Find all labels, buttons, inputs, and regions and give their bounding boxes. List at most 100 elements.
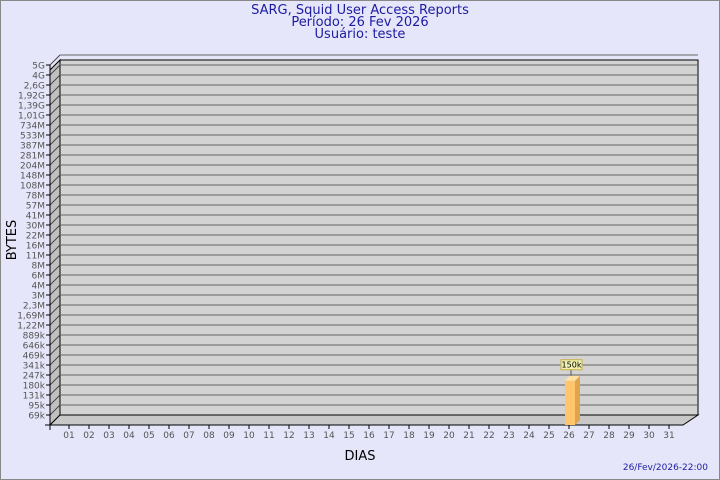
x-tick-label: 30 [643,431,655,441]
x-tick-label: 07 [183,431,194,441]
y-tick-label: 30M [26,222,45,232]
x-tick-label: 15 [343,431,354,441]
chart-title: SARG, Squid User Access Reports [251,3,469,18]
plot-back-wall [59,59,699,416]
grid-line-side [49,74,61,86]
x-tick-label: 27 [583,431,594,441]
bar-label-box [560,359,583,371]
x-tick-label: 02 [83,431,94,441]
y-tick-label: 16M [26,242,45,252]
y-tick-label: 95k [28,402,45,412]
y-tick-label: 469k [23,352,46,362]
grid-line-side [49,254,61,266]
x-tick-label: 01 [63,431,74,441]
y-tick-label: 281M [20,152,45,162]
y-tick-label: 646k [23,342,46,352]
y-tick-label: 2,3M [23,302,45,312]
x-tick-label: 24 [523,431,535,441]
y-tick-label: 2,6G [24,82,45,92]
x-tick-label: 10 [243,431,255,441]
grid-line-side [49,394,61,406]
bar-top-26 [565,375,580,381]
grid-line-side [49,244,61,256]
y-tick-label: 204M [20,162,45,172]
y-tick-label: 41M [26,212,45,222]
grid-line-side [49,124,61,136]
plot-floor [48,414,700,426]
y-tick-label: 148M [20,172,45,182]
x-tick-label: 05 [143,431,154,441]
grid-line-side [49,224,61,236]
y-tick-label: 1,22M [17,322,45,332]
y-tick-label: 22M [26,232,45,242]
x-tick-label: 25 [543,431,554,441]
grid-line-side [49,404,61,416]
y-tick-label: 180k [23,382,46,392]
y-tick-label: 1,39G [18,102,45,112]
grid-line-side [49,304,61,316]
y-tick-label: 69k [28,412,45,422]
grid-line-side [49,284,61,296]
y-tick-label: 78M [26,192,45,202]
y-tick-label: 1,01G [18,112,45,122]
grid-line-side [49,94,61,106]
grid-line-side [49,184,61,196]
x-tick-label: 03 [103,431,114,441]
grid-line-side [49,234,61,246]
y-tick-label: 889k [23,332,46,342]
y-tick-label: 6M [32,272,46,282]
x-tick-label: 04 [123,431,135,441]
y-tick-label: 734M [20,122,45,132]
grid-line-side [49,204,61,216]
grid-line-side [49,274,61,286]
chart-period: Período: 26 Fev 2026 [291,15,429,30]
grid-line-side [49,114,61,126]
x-tick-label: 20 [443,431,455,441]
x-tick-label: 17 [383,431,394,441]
grid-line-side [49,164,61,176]
y-tick-label: 1,69M [17,312,45,322]
grid-line-side [49,344,61,356]
y-axis-label: BYTES [5,220,20,261]
grid-line-side [49,64,61,76]
x-tick-label: 28 [603,431,615,441]
x-tick-label: 13 [303,431,314,441]
y-tick-label: 11M [26,252,45,262]
x-axis-label: DIAS [345,449,376,464]
y-tick-label: 5G [32,62,45,72]
grid-line-side [49,324,61,336]
grid-line-side [49,214,61,226]
footer-timestamp: 26/Fev/2026-22:00 [623,463,708,473]
grid-line-side [49,364,61,376]
chart-user: Usuário: teste [314,27,406,42]
x-tick-label: 08 [203,431,215,441]
y-tick-label: 108M [20,182,45,192]
grid-line-side [49,384,61,396]
y-tick-label: 247k [23,372,46,382]
bar-side-26 [575,375,580,425]
y-tick-label: 4G [32,72,45,82]
grid-line-side [49,194,61,206]
y-tick-label: 4M [32,282,46,292]
x-tick-label: 19 [423,431,435,441]
x-tick-label: 14 [323,431,335,441]
grid-line-side [49,264,61,276]
grid-line-side [49,54,61,66]
x-tick-label: 12 [283,431,294,441]
grid-line-side [49,334,61,346]
x-tick-label: 22 [483,431,494,441]
grid-line-side [49,144,61,156]
x-tick-label: 16 [363,431,375,441]
x-tick-label: 29 [623,431,635,441]
y-tick-label: 533M [20,132,45,142]
x-tick-label: 26 [563,431,575,441]
y-tick-label: 8M [32,262,46,272]
grid-line-side [49,84,61,96]
x-tick-label: 21 [463,431,474,441]
y-tick-label: 131k [23,392,46,402]
y-tick-label: 1,92G [18,92,45,102]
y-tick-label: 57M [26,202,45,212]
x-tick-label: 09 [223,431,235,441]
x-tick-label: 23 [503,431,514,441]
